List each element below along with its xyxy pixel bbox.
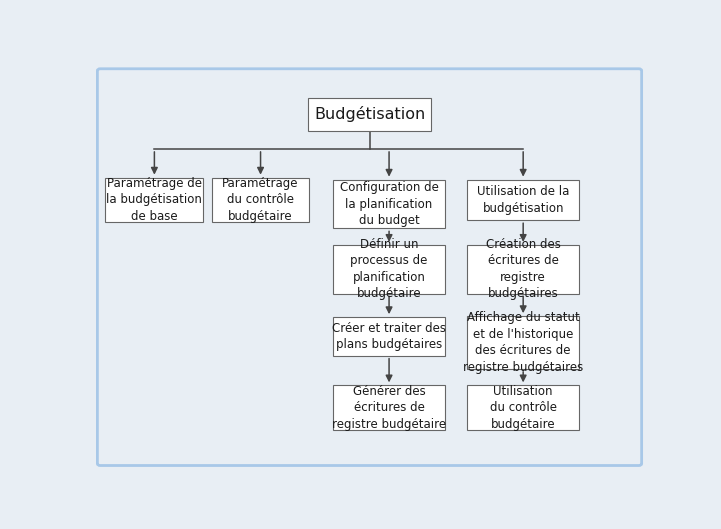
FancyBboxPatch shape: [467, 179, 579, 220]
FancyBboxPatch shape: [333, 179, 445, 229]
FancyBboxPatch shape: [105, 178, 203, 222]
Text: Paramétrage de
la budgétisation
de base: Paramétrage de la budgétisation de base: [107, 177, 203, 223]
FancyBboxPatch shape: [467, 245, 579, 294]
Text: Créer et traiter des
plans budgétaires: Créer et traiter des plans budgétaires: [332, 322, 446, 351]
FancyBboxPatch shape: [308, 98, 431, 131]
Text: Affichage du statut
et de l'historique
des écritures de
registre budgétaires: Affichage du statut et de l'historique d…: [463, 311, 583, 374]
FancyBboxPatch shape: [333, 317, 445, 355]
Text: Création des
écritures de
registre
budgétaires: Création des écritures de registre budgé…: [486, 238, 561, 300]
Text: Utilisation de la
budgétisation: Utilisation de la budgétisation: [477, 185, 570, 215]
FancyBboxPatch shape: [467, 316, 579, 369]
Text: Définir un
processus de
planification
budgétaire: Définir un processus de planification bu…: [350, 238, 428, 300]
FancyBboxPatch shape: [212, 178, 309, 222]
Text: Paramétrage
du contrôle
budgétaire: Paramétrage du contrôle budgétaire: [222, 177, 298, 223]
Text: Configuration de
la planification
du budget: Configuration de la planification du bud…: [340, 181, 438, 227]
FancyBboxPatch shape: [97, 69, 642, 466]
Text: Utilisation
du contrôle
budgétaire: Utilisation du contrôle budgétaire: [490, 385, 557, 431]
FancyBboxPatch shape: [333, 245, 445, 294]
FancyBboxPatch shape: [467, 385, 579, 430]
FancyBboxPatch shape: [333, 385, 445, 430]
Text: Budgétisation: Budgétisation: [314, 106, 425, 122]
Text: Générer des
écritures de
registre budgétaire: Générer des écritures de registre budgét…: [332, 385, 446, 431]
